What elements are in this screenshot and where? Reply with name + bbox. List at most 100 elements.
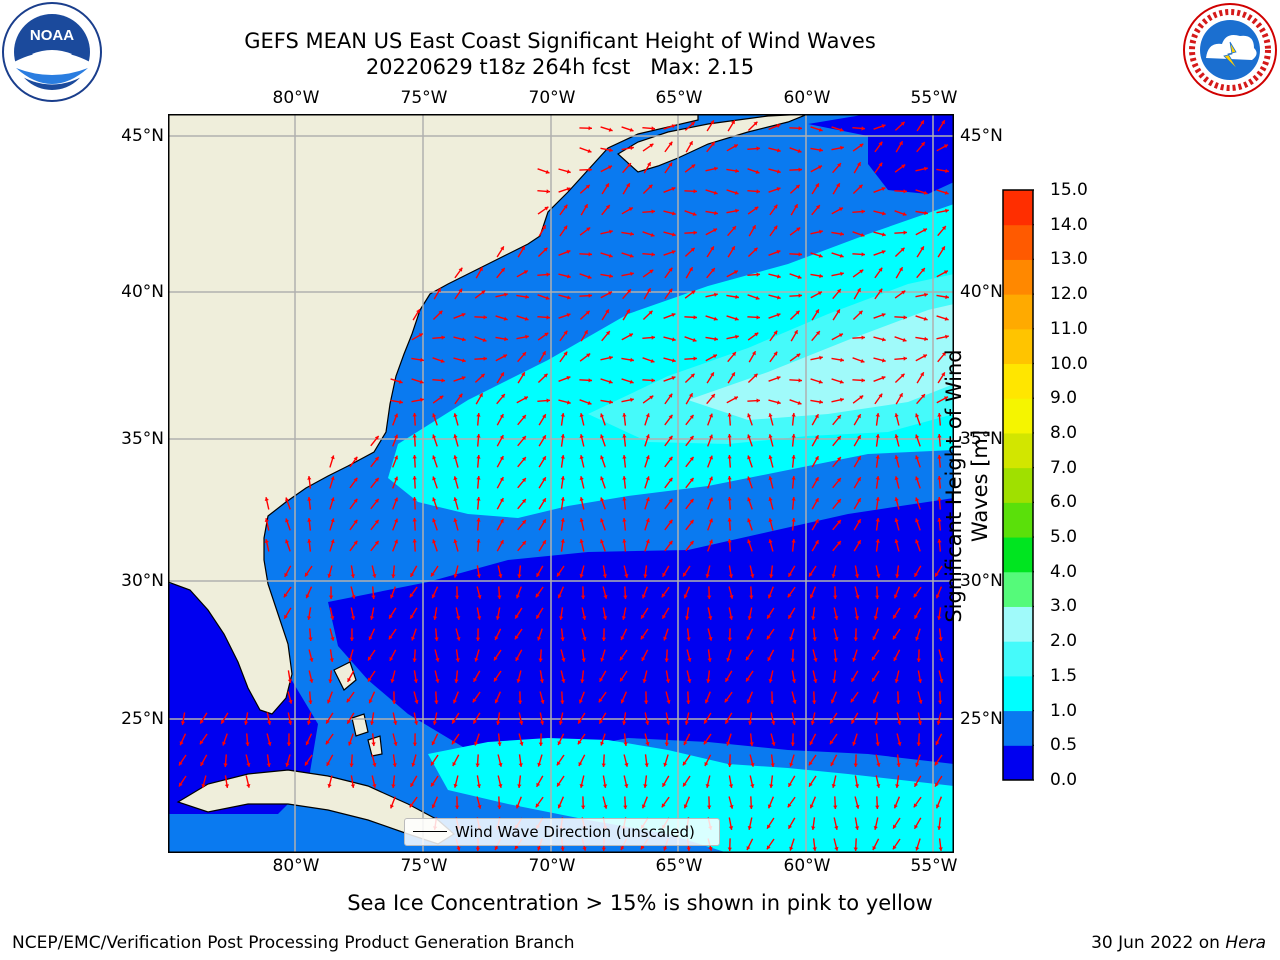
wave-direction-arrowhead [346, 698, 351, 703]
wave-direction-arrowhead [394, 539, 398, 544]
wave-direction-arrowhead [755, 295, 760, 300]
wave-direction-arrowhead [601, 763, 606, 767]
wave-direction-arrowhead [708, 413, 713, 418]
wave-direction-arrowhead [585, 184, 590, 189]
wave-direction-arrowhead [899, 267, 903, 272]
wave-direction-arrowhead [671, 250, 676, 255]
wave-direction-arrowhead [727, 455, 732, 459]
wave-direction-arrowhead [773, 204, 778, 209]
wave-direction-arrowhead [353, 519, 358, 524]
wave-direction-arrowhead [768, 413, 773, 418]
wave-direction-arrowhead [939, 657, 944, 662]
wave-direction-arrowhead [937, 518, 942, 522]
chart-subtitle: 20220629 t18z 264h fcst Max: 2.15 [365, 55, 755, 79]
wave-direction-arrowhead [453, 539, 458, 544]
wave-direction-arrowhead [712, 354, 717, 359]
wave-direction-arrowhead [542, 225, 546, 230]
wave-direction-arrowhead [645, 413, 650, 418]
wave-direction-arrowhead [308, 637, 313, 641]
wave-direction-arrowhead [609, 147, 613, 153]
wave-direction-arrowhead [937, 497, 942, 501]
colorbar-band [1003, 606, 1033, 642]
wave-direction-arrowhead [606, 331, 610, 336]
wave-direction-arrowhead [307, 616, 312, 620]
wave-direction-arrowhead [693, 230, 697, 235]
wave-direction-arrowhead [873, 616, 878, 620]
wave-direction-arrowhead [814, 477, 819, 482]
colorbar-tick-label: 1.5 [1050, 665, 1078, 686]
wave-direction-arrowhead [372, 784, 377, 788]
wave-direction-arrowhead [707, 658, 712, 662]
wave-direction-arrowhead [829, 740, 834, 745]
wave-direction-arrowhead [641, 594, 646, 599]
wave-direction-arrowhead [643, 574, 648, 578]
wave-direction-arrowhead [416, 309, 420, 314]
wave-direction-arrowhead [579, 434, 584, 438]
wave-direction-arrowhead [515, 614, 519, 619]
wave-direction-arrowhead [525, 294, 529, 299]
wave-direction-arrowhead [329, 658, 334, 662]
colorbar-tick-label: 14.0 [1050, 214, 1088, 235]
wave-direction-arrowhead [641, 804, 646, 809]
wave-direction-arrowhead [924, 336, 928, 341]
wave-direction-arrowhead [902, 211, 907, 216]
wave-direction-arrowhead [798, 126, 802, 131]
wave-direction-arrowhead [939, 679, 944, 683]
wave-direction-arrowhead [791, 476, 796, 480]
wave-direction-arrowhead [305, 594, 310, 599]
us-mainland [168, 114, 699, 715]
wave-direction-arrowhead [728, 784, 734, 788]
colorbar-band [1003, 641, 1033, 677]
wave-direction-arrowhead [544, 332, 549, 337]
colorbar-tick-label: 4.0 [1050, 561, 1078, 582]
wave-direction-arrowhead [629, 379, 634, 384]
wave-direction-arrowhead [797, 274, 802, 279]
wave-direction-arrowhead [857, 435, 861, 440]
wave-direction-arrowhead [330, 476, 335, 481]
wave-direction-arrowhead [766, 635, 771, 640]
wave-direction-arrowhead [452, 762, 457, 766]
nova-scotia [616, 114, 809, 173]
wave-direction-arrowhead [560, 539, 565, 543]
wave-direction-arrowhead [394, 497, 398, 502]
wave-direction-arrowhead [837, 415, 841, 420]
wave-direction-arrowhead [307, 518, 312, 522]
wave-direction-arrowhead [390, 678, 395, 683]
wave-direction-arrowhead [516, 678, 521, 683]
wave-direction-arrowhead [414, 699, 419, 704]
wave-direction-arrowhead [798, 293, 802, 298]
wave-direction-arrowhead [420, 357, 424, 362]
wave-direction-arrowhead [622, 539, 627, 543]
wave-direction-arrowhead [690, 121, 695, 126]
lon-tick-top: 60°W [783, 88, 831, 108]
wave-direction-arrowhead [368, 636, 373, 641]
wave-direction-arrowhead [640, 845, 645, 850]
wave-direction-arrowhead [875, 742, 880, 746]
wave-direction-arrowhead [791, 518, 796, 522]
lat-tick-left: 40°N [121, 282, 164, 302]
wave-direction-arrowhead [620, 846, 625, 851]
wave-direction-arrowhead [623, 595, 628, 599]
wave-direction-arrowhead [440, 358, 445, 363]
wave-direction-arrowhead [893, 614, 897, 619]
colorbar-band [1003, 467, 1033, 503]
wave-direction-arrowhead [798, 167, 802, 172]
wave-direction-arrowhead [477, 616, 482, 620]
wave-direction-arrowhead [626, 183, 630, 188]
colorbar-band [1003, 710, 1033, 746]
wave-direction-arrowhead [605, 205, 610, 209]
wave-direction-arrowhead [837, 289, 841, 294]
wave-direction-arrowhead [556, 761, 561, 766]
wave-direction-arrowhead [746, 636, 751, 641]
wave-direction-arrowhead [830, 699, 835, 704]
wave-direction-arrowhead [818, 165, 822, 170]
wave-direction-arrowhead [330, 497, 335, 502]
colorbar-tick-label: 9.0 [1050, 388, 1078, 409]
wave-direction-arrowhead [773, 351, 778, 356]
wave-height-map [168, 114, 954, 853]
wave-direction-arrowhead [453, 476, 458, 481]
wave-direction-arrowhead [605, 183, 609, 188]
wave-direction-arrowhead [472, 698, 477, 703]
wave-direction-arrowhead [458, 267, 463, 272]
wave-direction-arrowhead [542, 414, 546, 419]
